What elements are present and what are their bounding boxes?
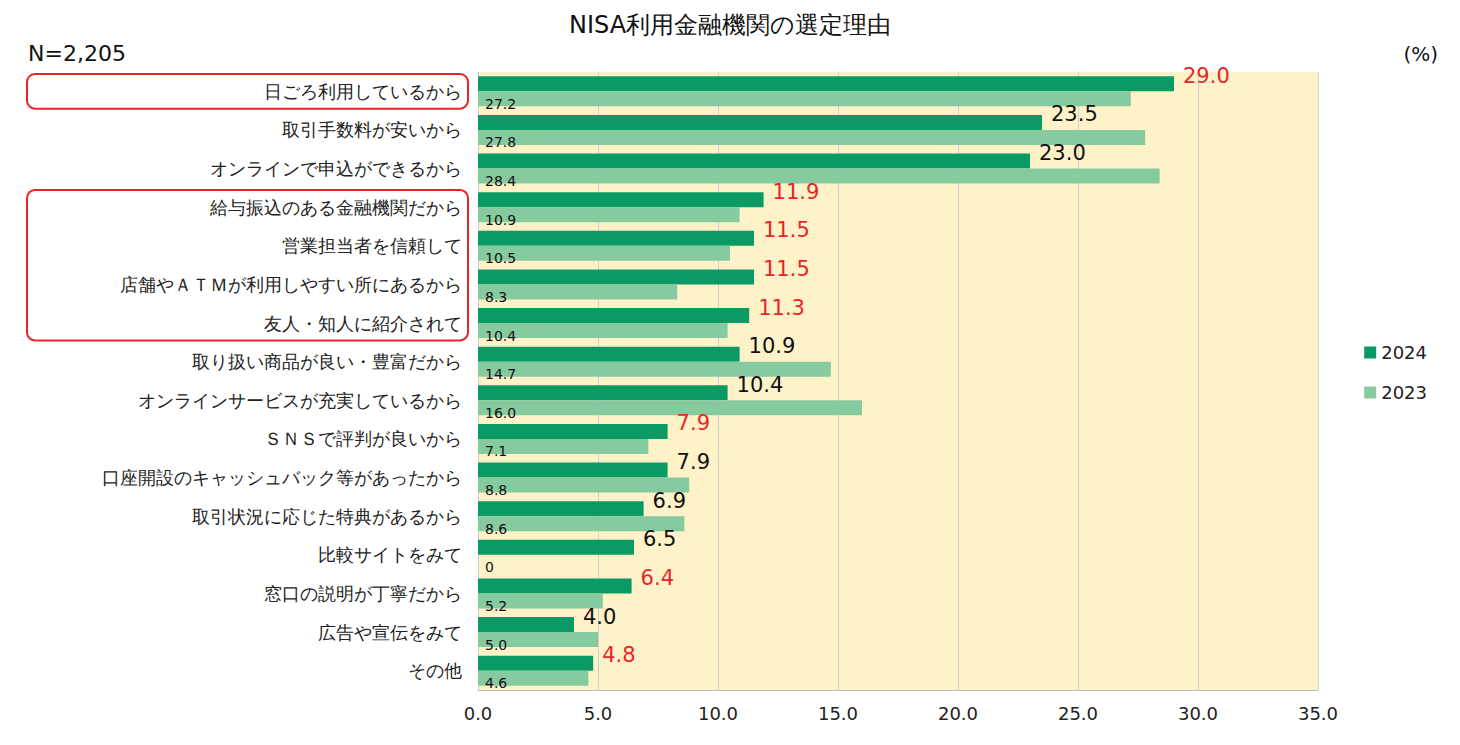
svg-text:23.0: 23.0	[1039, 141, 1086, 165]
svg-text:取引状況に応じた特典があるから: 取引状況に応じた特典があるから	[192, 506, 462, 527]
svg-text:10.0: 10.0	[698, 703, 738, 724]
svg-text:30.0: 30.0	[1178, 703, 1218, 724]
svg-text:8.8: 8.8	[485, 482, 507, 498]
svg-text:ＳＮＳで評判が良いから: ＳＮＳで評判が良いから	[264, 428, 462, 449]
svg-text:11.5: 11.5	[763, 257, 810, 281]
svg-text:16.0: 16.0	[485, 405, 516, 421]
svg-text:口座開設のキャッシュバック等があったから: 口座開設のキャッシュバック等があったから	[102, 467, 462, 488]
svg-text:10.4: 10.4	[485, 328, 516, 344]
svg-text:25.0: 25.0	[1058, 703, 1098, 724]
svg-text:友人・知人に紹介されて: 友人・知人に紹介されて	[264, 313, 462, 334]
svg-text:7.9: 7.9	[677, 450, 710, 474]
svg-text:5.0: 5.0	[584, 703, 613, 724]
svg-text:10.9: 10.9	[485, 212, 516, 228]
svg-text:2023: 2023	[1381, 382, 1427, 403]
svg-text:7.1: 7.1	[485, 443, 507, 459]
svg-text:取引手数料が安いから: 取引手数料が安いから	[282, 119, 462, 140]
svg-text:35.0: 35.0	[1298, 703, 1338, 724]
svg-text:7.9: 7.9	[677, 411, 710, 435]
svg-text:営業担当者を信頼して: 営業担当者を信頼して	[282, 235, 462, 256]
svg-text:8.3: 8.3	[485, 289, 507, 305]
svg-text:6.4: 6.4	[641, 566, 674, 590]
svg-text:10.4: 10.4	[737, 373, 784, 397]
svg-text:2024: 2024	[1381, 342, 1427, 363]
svg-text:6.5: 6.5	[643, 527, 676, 551]
svg-text:10.5: 10.5	[485, 250, 516, 266]
svg-text:28.4: 28.4	[485, 173, 516, 189]
svg-text:10.9: 10.9	[749, 334, 796, 358]
svg-text:オンラインで申込ができるから: オンラインで申込ができるから	[210, 158, 462, 179]
svg-text:日ごろ利用しているから: 日ごろ利用しているから	[264, 81, 462, 102]
svg-text:窓口の説明が丁寧だから: 窓口の説明が丁寧だから	[264, 583, 462, 604]
svg-text:0: 0	[485, 559, 494, 575]
svg-text:4.0: 4.0	[583, 605, 616, 629]
svg-text:5.2: 5.2	[485, 598, 507, 614]
svg-text:4.6: 4.6	[485, 675, 507, 691]
svg-text:NISA利用金融機関の選定理由: NISA利用金融機関の選定理由	[569, 11, 891, 39]
svg-text:6.9: 6.9	[653, 489, 686, 513]
svg-text:0.0: 0.0	[464, 703, 493, 724]
svg-text:店舗やＡＴＭが利用しやすい所にあるから: 店舗やＡＴＭが利用しやすい所にあるから	[120, 274, 462, 295]
svg-text:27.8: 27.8	[485, 134, 516, 150]
svg-text:11.5: 11.5	[763, 218, 810, 242]
svg-text:11.9: 11.9	[773, 180, 820, 204]
svg-text:オンラインサービスが充実しているから: オンラインサービスが充実しているから	[138, 390, 462, 411]
svg-text:(%): (%)	[1403, 42, 1438, 66]
svg-text:27.2: 27.2	[485, 96, 516, 112]
svg-text:給与振込のある金融機関だから: 給与振込のある金融機関だから	[209, 197, 462, 218]
svg-text:29.0: 29.0	[1183, 64, 1230, 88]
svg-text:4.8: 4.8	[602, 643, 635, 667]
svg-text:取り扱い商品が良い・豊富だから: 取り扱い商品が良い・豊富だから	[192, 351, 462, 372]
svg-text:広告や宣伝をみて: 広告や宣伝をみて	[318, 622, 462, 643]
svg-text:N=2,205: N=2,205	[28, 41, 126, 66]
svg-text:20.0: 20.0	[938, 703, 978, 724]
svg-text:その他: その他	[408, 660, 462, 681]
svg-text:14.7: 14.7	[485, 366, 516, 382]
svg-text:11.3: 11.3	[758, 296, 805, 320]
svg-text:比較サイトをみて: 比較サイトをみて	[318, 544, 462, 565]
svg-text:15.0: 15.0	[818, 703, 858, 724]
svg-text:5.0: 5.0	[485, 637, 507, 653]
svg-text:23.5: 23.5	[1051, 102, 1098, 126]
svg-text:8.6: 8.6	[485, 521, 507, 537]
